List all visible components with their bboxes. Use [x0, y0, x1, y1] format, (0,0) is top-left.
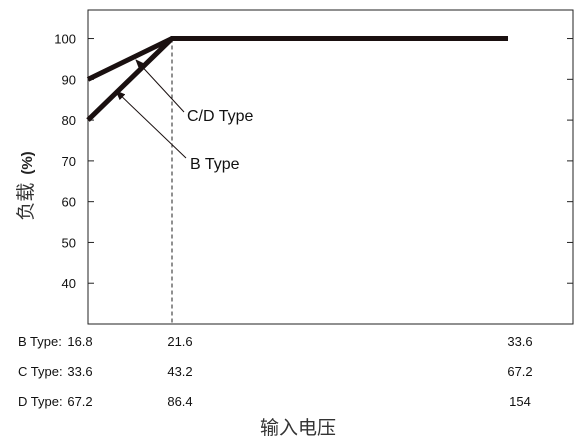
x-axis-label: 输入电压 [260, 417, 336, 439]
y-tick-label: 50 [62, 235, 76, 250]
x-tick-label: 33.6 [67, 364, 92, 379]
y-tick-label: 90 [62, 72, 76, 87]
x-tick-label: 21.6 [167, 334, 192, 349]
y-tick-label: 40 [62, 276, 76, 291]
annotation-label: C/D Type [187, 108, 254, 125]
annotation-label: B Type [190, 156, 240, 173]
x-tick-label: 67.2 [507, 364, 532, 379]
x-row-label: B Type: [18, 334, 62, 349]
x-tick-label: 67.2 [67, 394, 92, 409]
y-tick-label: 60 [62, 195, 76, 210]
annotation-arrow [135, 59, 185, 113]
x-row-label: C Type: [18, 364, 63, 379]
y-tick-label: 80 [62, 113, 76, 128]
plot-frame [87, 9, 574, 325]
x-tick-label: 86.4 [167, 394, 192, 409]
x-tick-label: 154 [509, 394, 531, 409]
y-tick-label: 100 [54, 32, 76, 47]
x-tick-label: 33.6 [507, 334, 532, 349]
y-axis-label: 负载 (%) [15, 151, 37, 220]
y-tick-label: 70 [62, 154, 76, 169]
annotation-arrow [115, 90, 187, 159]
x-row-label: D Type: [18, 394, 63, 409]
x-tick-label: 16.8 [67, 334, 92, 349]
x-tick-label: 43.2 [167, 364, 192, 379]
